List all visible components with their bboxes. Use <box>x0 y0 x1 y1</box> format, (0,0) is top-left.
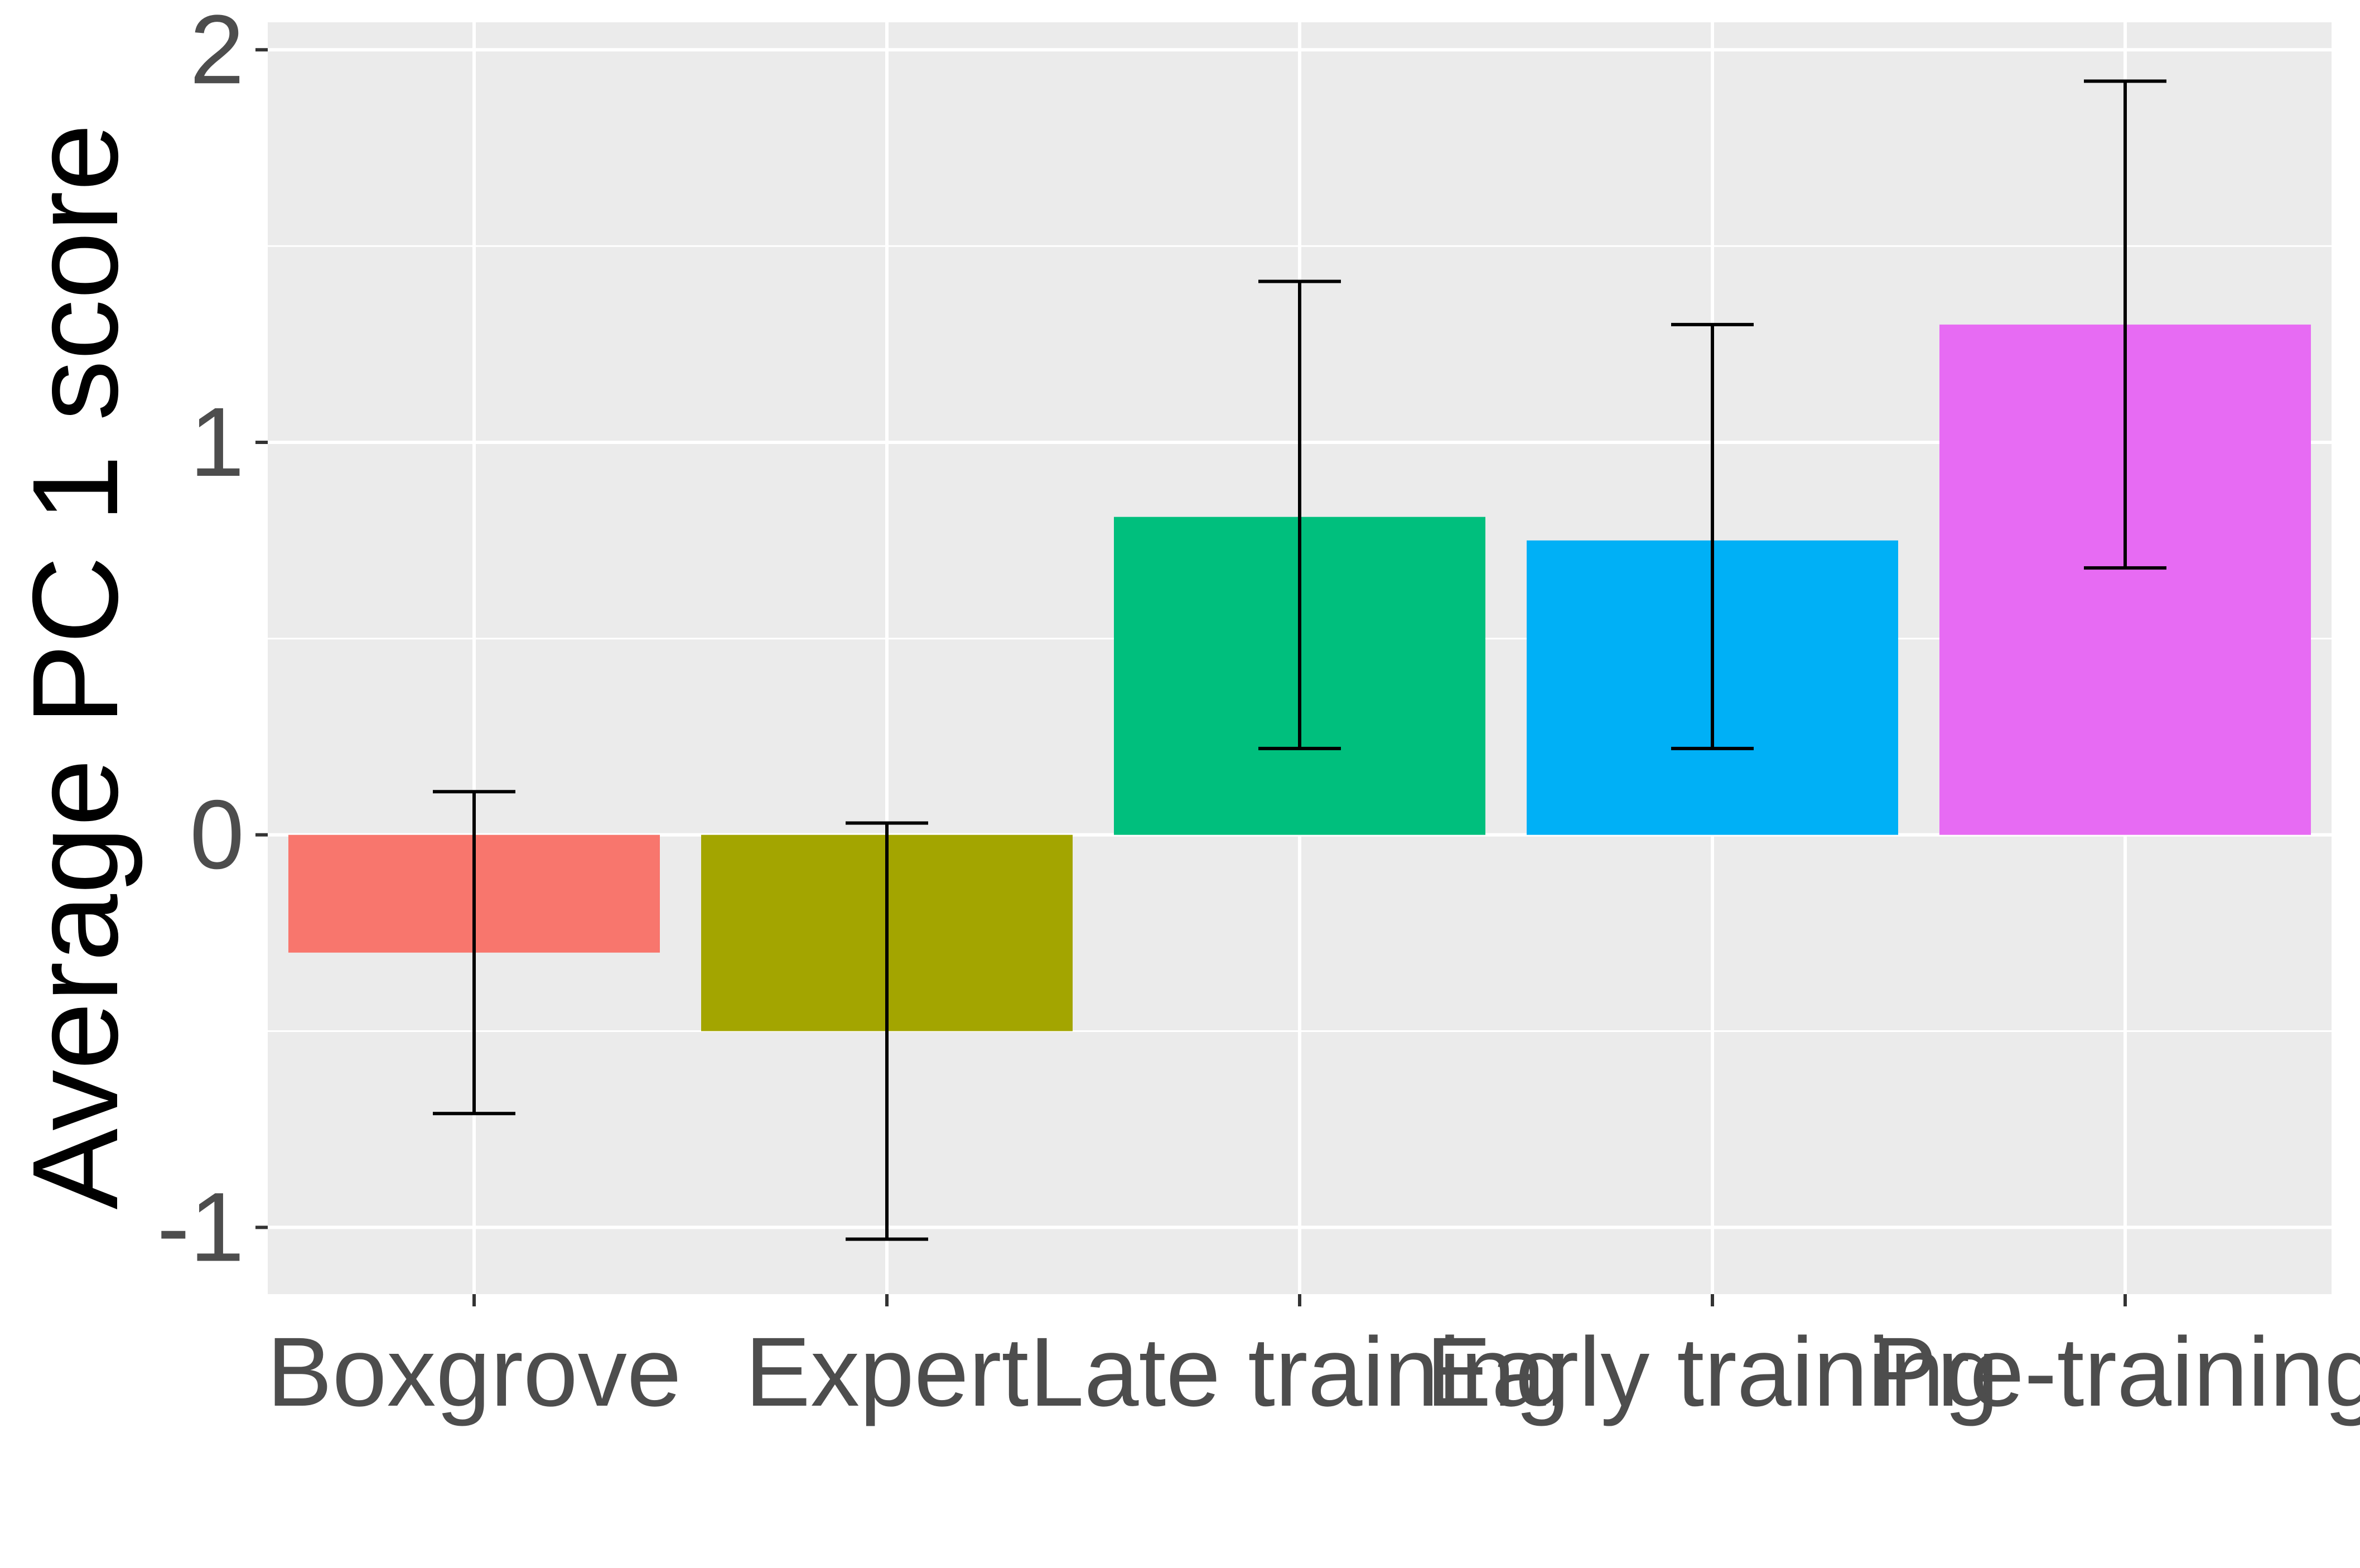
x-tick-label: Pre-training <box>1871 1318 2360 1427</box>
y-tick-label: 0 <box>190 780 244 890</box>
y-tick-label: 1 <box>190 388 244 497</box>
y-axis-title: Average PC 1 score <box>8 124 143 1210</box>
x-tick-label: Expert <box>745 1318 1029 1427</box>
y-tick-label: 2 <box>190 0 244 104</box>
y-tick-label: -1 <box>157 1173 245 1282</box>
x-tick-label: Boxgrove <box>267 1318 682 1427</box>
